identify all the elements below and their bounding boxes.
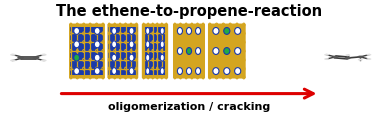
Ellipse shape — [345, 57, 351, 59]
Ellipse shape — [146, 41, 150, 48]
Ellipse shape — [186, 27, 192, 34]
Ellipse shape — [74, 54, 79, 61]
Ellipse shape — [74, 41, 79, 48]
Ellipse shape — [94, 54, 100, 61]
FancyBboxPatch shape — [108, 27, 137, 75]
Ellipse shape — [160, 27, 164, 34]
Ellipse shape — [213, 48, 219, 54]
Ellipse shape — [41, 59, 46, 62]
Ellipse shape — [41, 54, 46, 56]
Ellipse shape — [129, 41, 134, 48]
Ellipse shape — [177, 68, 183, 75]
FancyBboxPatch shape — [70, 24, 104, 78]
FancyBboxPatch shape — [174, 24, 204, 78]
Ellipse shape — [186, 48, 192, 54]
Ellipse shape — [345, 54, 350, 56]
Ellipse shape — [129, 68, 134, 75]
Ellipse shape — [357, 56, 363, 58]
FancyBboxPatch shape — [108, 24, 138, 78]
Ellipse shape — [324, 54, 329, 56]
FancyBboxPatch shape — [145, 27, 165, 75]
Ellipse shape — [324, 58, 329, 60]
Ellipse shape — [112, 54, 116, 61]
Ellipse shape — [94, 27, 100, 34]
Ellipse shape — [146, 54, 150, 61]
Ellipse shape — [160, 41, 164, 48]
FancyBboxPatch shape — [143, 24, 167, 78]
Ellipse shape — [366, 58, 371, 60]
Ellipse shape — [177, 27, 183, 34]
Ellipse shape — [74, 27, 79, 34]
Ellipse shape — [74, 68, 79, 75]
Ellipse shape — [177, 48, 183, 54]
Ellipse shape — [235, 27, 241, 34]
Ellipse shape — [10, 54, 16, 56]
Ellipse shape — [224, 27, 230, 34]
Ellipse shape — [358, 59, 363, 61]
Ellipse shape — [213, 68, 219, 75]
Ellipse shape — [186, 68, 192, 75]
Text: The ethene-to-propene-reaction: The ethene-to-propene-reaction — [56, 4, 322, 19]
Ellipse shape — [332, 56, 338, 58]
Ellipse shape — [112, 68, 116, 75]
Ellipse shape — [160, 54, 164, 61]
Ellipse shape — [224, 48, 230, 54]
Text: oligomerization / cracking: oligomerization / cracking — [108, 102, 270, 112]
Ellipse shape — [160, 68, 164, 75]
Ellipse shape — [224, 68, 230, 75]
Ellipse shape — [17, 56, 24, 59]
Ellipse shape — [94, 41, 100, 48]
Ellipse shape — [94, 68, 100, 75]
Ellipse shape — [33, 56, 39, 59]
Ellipse shape — [195, 68, 201, 75]
FancyBboxPatch shape — [209, 24, 245, 78]
Ellipse shape — [146, 27, 150, 34]
Ellipse shape — [10, 59, 16, 62]
Ellipse shape — [112, 41, 116, 48]
Ellipse shape — [195, 48, 201, 54]
Ellipse shape — [129, 54, 134, 61]
Ellipse shape — [195, 27, 201, 34]
Ellipse shape — [235, 68, 241, 75]
Ellipse shape — [235, 48, 241, 54]
Ellipse shape — [112, 27, 116, 34]
Ellipse shape — [213, 27, 219, 34]
Ellipse shape — [146, 68, 150, 75]
Ellipse shape — [129, 27, 134, 34]
Ellipse shape — [366, 54, 371, 56]
FancyBboxPatch shape — [70, 27, 104, 75]
